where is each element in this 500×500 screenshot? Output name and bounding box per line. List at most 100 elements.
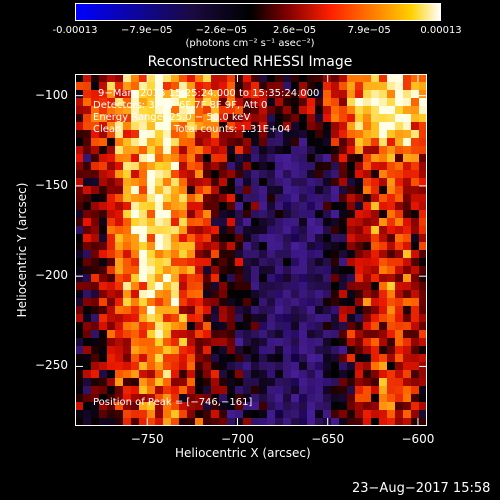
heatmap-cell	[123, 386, 132, 395]
heatmap-cell	[283, 266, 292, 275]
heatmap-cell	[259, 162, 268, 171]
heatmap-cell	[171, 298, 180, 307]
heatmap-cell	[299, 402, 308, 411]
heatmap-cell	[131, 314, 140, 323]
heatmap-cell	[275, 242, 284, 251]
heatmap-cell	[339, 362, 348, 371]
heatmap-cell	[307, 226, 316, 235]
heatmap-cell	[99, 306, 108, 315]
y-tick-label: −200	[35, 268, 68, 283]
heatmap-cell	[139, 258, 148, 267]
heatmap-cell	[379, 226, 388, 235]
heatmap-cell	[139, 282, 148, 291]
heatmap-cell	[403, 386, 412, 395]
heatmap-cell	[83, 354, 92, 363]
heatmap-cell	[275, 138, 284, 147]
heatmap-cell	[323, 202, 332, 211]
heatmap-cell	[275, 330, 284, 339]
heatmap-cell	[75, 210, 84, 219]
heatmap-cell	[315, 242, 324, 251]
heatmap-cell	[379, 234, 388, 243]
heatmap-cell	[131, 130, 140, 139]
heatmap-cell	[243, 290, 252, 299]
heatmap-cell	[75, 186, 84, 195]
heatmap-cell	[275, 178, 284, 187]
heatmap-cell	[355, 106, 364, 115]
heatmap-cell	[419, 402, 427, 411]
heatmap-cell	[131, 306, 140, 315]
heatmap-cell	[291, 122, 300, 131]
heatmap-cell	[403, 418, 412, 426]
heatmap-cell	[323, 130, 332, 139]
heatmap-cell	[403, 338, 412, 347]
heatmap-cell	[387, 146, 396, 155]
heatmap-cell	[331, 386, 340, 395]
heatmap-cell	[363, 178, 372, 187]
heatmap-cell	[147, 258, 156, 267]
heatmap-cell	[91, 218, 100, 227]
heatmap-cell	[395, 186, 404, 195]
heatmap-cell	[179, 186, 188, 195]
heatmap-cell	[339, 178, 348, 187]
heatmap-cell	[131, 210, 140, 219]
heatmap-cell	[171, 218, 180, 227]
heatmap-cell	[411, 282, 420, 291]
heatmap-cell	[387, 298, 396, 307]
heatmap-cell	[211, 370, 220, 379]
heatmap-cell	[155, 218, 164, 227]
heatmap-cell	[99, 218, 108, 227]
heatmap-cell	[259, 154, 268, 163]
heatmap-cell	[307, 410, 316, 419]
heatmap-cell	[179, 210, 188, 219]
x-axis-label: Heliocentric X (arcsec)	[175, 446, 311, 460]
heatmap-cell	[331, 178, 340, 187]
heatmap-cell	[403, 274, 412, 283]
heatmap-cell	[107, 226, 116, 235]
heatmap-cell	[195, 234, 204, 243]
heatmap-cell	[299, 178, 308, 187]
heatmap-cell	[315, 330, 324, 339]
heatmap-cell	[203, 74, 212, 83]
heatmap-cell	[171, 266, 180, 275]
heatmap-cell	[267, 402, 276, 411]
heatmap-cell	[275, 98, 284, 107]
heatmap-cell	[275, 130, 284, 139]
heatmap-cell	[363, 90, 372, 99]
heatmap-cell	[155, 266, 164, 275]
heatmap-cell	[419, 282, 427, 291]
heatmap-cell	[139, 202, 148, 211]
heatmap-cell	[75, 234, 84, 243]
heatmap-cell	[171, 194, 180, 203]
heatmap-cell	[203, 90, 212, 99]
heatmap-cell	[115, 98, 124, 107]
heatmap-cell	[155, 122, 164, 131]
heatmap-cell	[419, 322, 427, 331]
heatmap-cell	[339, 90, 348, 99]
heatmap-cell	[235, 274, 244, 283]
heatmap-cell	[147, 186, 156, 195]
heatmap-cell	[395, 178, 404, 187]
heatmap-cell	[147, 354, 156, 363]
heatmap-cell	[339, 282, 348, 291]
heatmap-cell	[347, 298, 356, 307]
heatmap-cell	[187, 274, 196, 283]
heatmap-cell	[91, 186, 100, 195]
heatmap-cell	[227, 162, 236, 171]
heatmap-cell	[163, 170, 172, 179]
heatmap-cell	[371, 274, 380, 283]
heatmap-cell	[219, 394, 228, 403]
heatmap-cell	[155, 298, 164, 307]
heatmap-cell	[395, 250, 404, 259]
heatmap-cell	[211, 386, 220, 395]
heatmap-cell	[219, 130, 228, 139]
heatmap-cell	[203, 234, 212, 243]
heatmap-cell	[323, 370, 332, 379]
heatmap-cell	[171, 274, 180, 283]
heatmap-cell	[259, 130, 268, 139]
heatmap-cell	[259, 98, 268, 107]
heatmap-cell	[379, 170, 388, 179]
heatmap-cell	[227, 178, 236, 187]
heatmap-cell	[267, 234, 276, 243]
heatmap-cell	[179, 378, 188, 387]
heatmap-cell	[131, 338, 140, 347]
